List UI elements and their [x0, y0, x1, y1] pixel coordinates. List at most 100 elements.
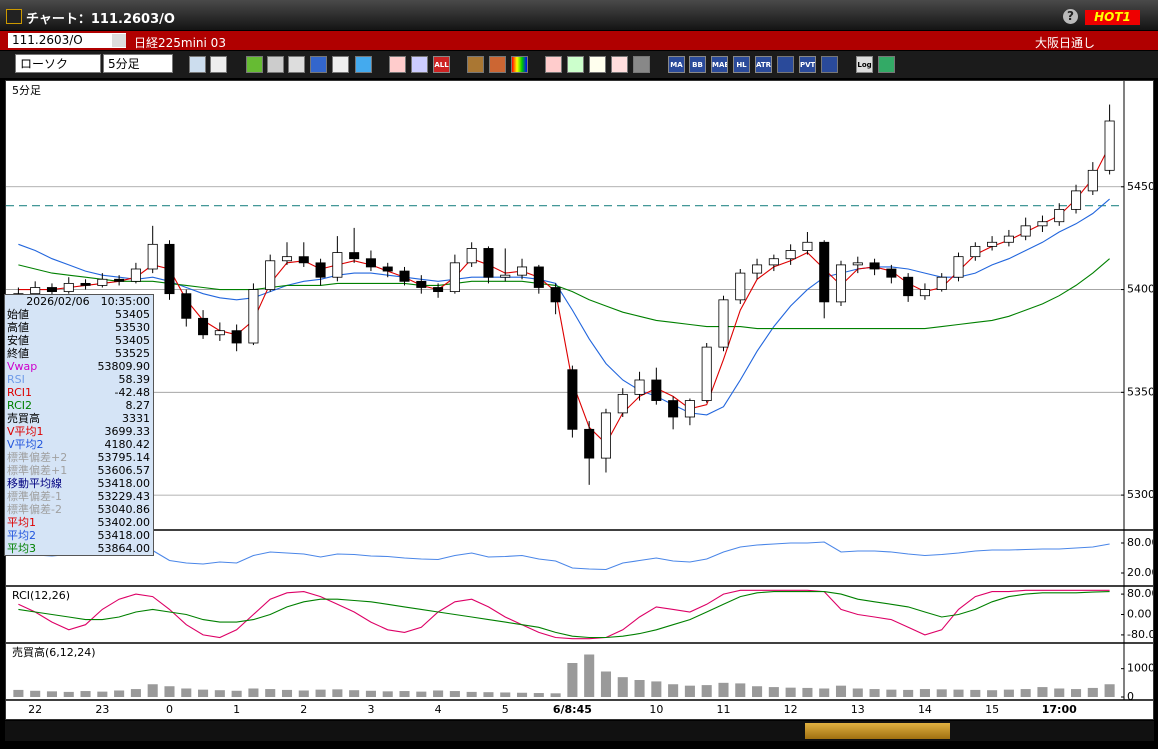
- delete-button[interactable]: [355, 56, 372, 73]
- candle-body: [1037, 221, 1048, 227]
- info-label: 標準偏差+1: [7, 464, 68, 477]
- candle2-button[interactable]: [411, 56, 428, 73]
- hot-button[interactable]: HOT1: [1085, 10, 1140, 25]
- candle-body: [768, 258, 779, 266]
- candle-body: [651, 379, 662, 401]
- info-row: RSI 58.39: [5, 373, 153, 386]
- volume-bar: [399, 691, 410, 697]
- info-row: 標準偏差-1 53229.43: [5, 490, 153, 503]
- interval-select[interactable]: 5分足: [103, 54, 173, 73]
- info-label: 終値: [7, 347, 29, 360]
- info-row: V平均1 3699.33: [5, 425, 153, 438]
- panel-title: 5分足: [12, 84, 41, 97]
- info-row: 平均3 53864.00: [5, 542, 153, 555]
- cursor-button[interactable]: [288, 56, 305, 73]
- chart: 530005350054000545005分足22230123456/8:451…: [6, 81, 1158, 716]
- candle-body: [298, 256, 309, 264]
- candle-body: [1020, 225, 1031, 237]
- bar-button[interactable]: [589, 56, 606, 73]
- candle-body: [1104, 120, 1115, 171]
- toolbar-button[interactable]: PVT: [799, 56, 816, 73]
- scroll-thumb[interactable]: [805, 723, 950, 739]
- chart-style-select[interactable]: ローソク: [15, 54, 101, 73]
- line-button[interactable]: [267, 56, 284, 73]
- x-tick-label: 13: [851, 703, 865, 716]
- settings-button[interactable]: [467, 56, 484, 73]
- info-row: 始値 53405: [5, 308, 153, 321]
- volume-bar: [1087, 687, 1098, 697]
- info-row: 標準偏差+2 53795.14: [5, 451, 153, 464]
- export-button[interactable]: [878, 56, 895, 73]
- volume-bar: [752, 686, 763, 697]
- help-button[interactable]: ?: [1063, 9, 1078, 24]
- volume-bar: [281, 689, 293, 697]
- info-value: 53040.86: [97, 503, 151, 516]
- candle-body: [584, 428, 595, 459]
- info-row: V平均2 4180.42: [5, 438, 153, 451]
- x-tick-label: 3: [367, 703, 374, 716]
- toolbar-button[interactable]: BB: [689, 56, 706, 73]
- series-line: [18, 258, 1110, 330]
- toolbar-button[interactable]: ATR: [755, 56, 772, 73]
- y-tick-label: 54000: [1127, 283, 1153, 296]
- info-value: 53405: [115, 308, 150, 321]
- gray-button[interactable]: [633, 56, 650, 73]
- candle-body: [550, 287, 561, 303]
- symbol-dropdown[interactable]: [112, 34, 126, 47]
- volume-bar: [835, 685, 847, 697]
- info-label: 平均1: [7, 516, 36, 529]
- zoom-button[interactable]: [189, 56, 206, 73]
- series-line: [18, 198, 1110, 416]
- candle-body: [214, 330, 225, 336]
- info-value: 53229.43: [97, 490, 151, 503]
- volume-bar: [500, 692, 511, 697]
- volume-bar: [416, 691, 427, 697]
- candle-body: [735, 272, 746, 301]
- undo-button[interactable]: [310, 56, 327, 73]
- y-tick-label: 53500: [1127, 385, 1153, 398]
- info-value: 53864.00: [97, 542, 151, 555]
- x-tick-label: 12: [784, 703, 798, 716]
- toolbar-button[interactable]: MAE: [711, 56, 728, 73]
- window-button[interactable]: [821, 56, 838, 73]
- draw-button[interactable]: [246, 56, 263, 73]
- order-button[interactable]: [545, 56, 562, 73]
- crosshair-button[interactable]: [210, 56, 227, 73]
- x-tick-label: 22: [28, 703, 42, 716]
- cross-button[interactable]: [611, 56, 628, 73]
- candle-body: [500, 274, 511, 278]
- candle-body: [668, 400, 679, 418]
- indicator-button[interactable]: [777, 56, 794, 73]
- info-label: RCI1: [7, 386, 33, 399]
- candle-body: [869, 262, 880, 270]
- candle-body: [30, 287, 41, 295]
- info-label: 標準偏差-1: [7, 490, 62, 503]
- info-row: 安値 53405: [5, 334, 153, 347]
- toolbar-button[interactable]: ALL: [433, 56, 450, 73]
- info-label: 平均3: [7, 542, 36, 555]
- toolbar-button[interactable]: HL: [733, 56, 750, 73]
- info-value: 3331: [122, 412, 150, 425]
- volume-bar: [1070, 689, 1082, 697]
- color-button[interactable]: [511, 56, 528, 73]
- candle-body: [265, 260, 276, 290]
- symbol-name: 日経225mini 03: [134, 36, 226, 50]
- toolbar-button[interactable]: MA: [668, 56, 685, 73]
- info-row: 終値 53525: [5, 347, 153, 360]
- scrollbar[interactable]: [5, 721, 1154, 741]
- candle-body: [315, 262, 326, 278]
- volume-bar: [248, 688, 259, 697]
- volume-bar: [936, 689, 947, 697]
- toolbar-button[interactable]: Log: [856, 56, 873, 73]
- symbol-input[interactable]: 111.2603/O: [8, 33, 126, 48]
- volume-bar: [30, 690, 41, 697]
- search-button[interactable]: [567, 56, 584, 73]
- candle-body: [852, 262, 863, 266]
- tool-button[interactable]: [489, 56, 506, 73]
- volume-bar: [634, 680, 645, 697]
- volume-bar: [785, 687, 796, 697]
- volume-bar: [97, 691, 108, 697]
- candle-button[interactable]: [389, 56, 406, 73]
- info-label: 平均2: [7, 529, 36, 542]
- note-button[interactable]: [332, 56, 349, 73]
